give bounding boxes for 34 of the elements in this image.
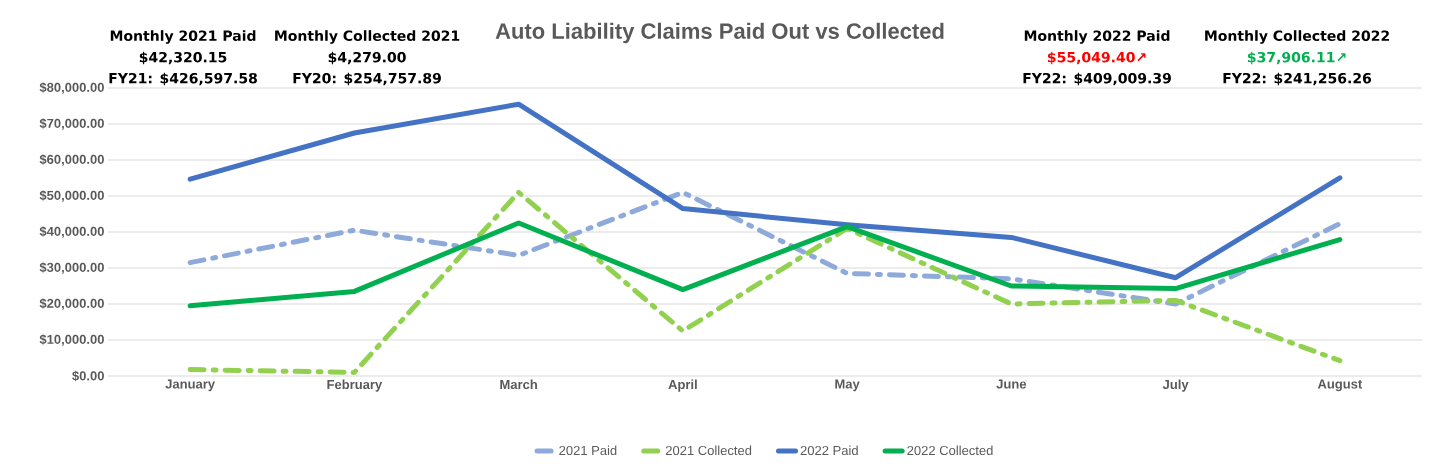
- x-tick-label: July: [1162, 379, 1189, 392]
- text: Monthly 2021 Paid: [110, 30, 256, 44]
- y-tick-label: $0.00: [72, 370, 104, 382]
- text: FY20: $254,757.89: [293, 72, 441, 86]
- chart-title: Auto Liability Claims Paid Out vs Collected: [495, 22, 944, 44]
- y-tick-label: $80,000.00: [39, 82, 104, 94]
- text: FY21: $426,597.58: [109, 72, 257, 86]
- text: Monthly Collected 2022: [1205, 30, 1389, 44]
- legend-label: 2022 Collected: [907, 445, 993, 456]
- legend-label: 2022 Paid: [800, 445, 858, 456]
- x-tick-label: August: [1317, 379, 1363, 392]
- x-tick-label: January: [165, 379, 215, 392]
- text: $37,906.11↗: [1247, 51, 1346, 65]
- x-tick-label: April: [668, 379, 697, 392]
- y-tick-label: $20,000.00: [39, 298, 104, 310]
- legend-label: 2021 Paid: [559, 445, 617, 456]
- text: $4,279.00: [328, 51, 406, 65]
- legend-label: 2021 Collected: [665, 445, 752, 456]
- x-tick-label: June: [996, 379, 1027, 389]
- x-tick-label: February: [327, 379, 383, 392]
- y-tick-label: $10,000.00: [39, 334, 104, 346]
- text: $42,320.15: [139, 51, 227, 65]
- y-tick-label: $60,000.00: [39, 154, 104, 166]
- text: Monthly Collected 2021: [275, 30, 460, 44]
- text: $55,049.40↗: [1047, 51, 1146, 65]
- text: FY22: $241,256.26: [1223, 72, 1372, 86]
- x-tick-label: May: [835, 379, 860, 392]
- y-tick-label: $30,000.00: [39, 262, 104, 274]
- y-tick-label: $50,000.00: [39, 190, 104, 202]
- text: Monthly 2022 Paid: [1024, 30, 1170, 44]
- y-tick-label: $40,000.00: [39, 226, 104, 238]
- x-tick-label: March: [500, 379, 537, 390]
- text: FY22: $409,009.39: [1023, 72, 1171, 86]
- y-tick-label: $70,000.00: [39, 118, 104, 130]
